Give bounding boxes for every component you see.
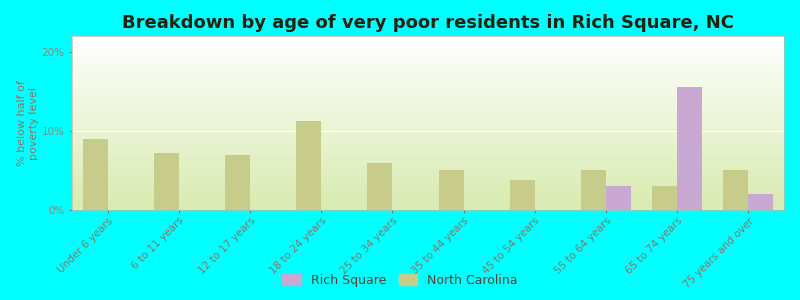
Bar bbox=[723, 170, 748, 210]
Bar bbox=[652, 186, 677, 210]
Bar bbox=[510, 180, 534, 210]
Legend: Rich Square, North Carolina: Rich Square, North Carolina bbox=[278, 270, 522, 291]
Bar bbox=[581, 170, 606, 210]
Bar bbox=[438, 170, 464, 210]
Bar bbox=[677, 87, 702, 210]
Title: Breakdown by age of very poor residents in Rich Square, NC: Breakdown by age of very poor residents … bbox=[122, 14, 734, 32]
Bar bbox=[154, 153, 178, 210]
Bar bbox=[82, 139, 107, 210]
Y-axis label: % below half of
poverty level: % below half of poverty level bbox=[17, 80, 38, 166]
Bar bbox=[296, 122, 322, 210]
Bar bbox=[749, 194, 774, 210]
Bar bbox=[225, 154, 250, 210]
Bar bbox=[367, 163, 392, 210]
Bar bbox=[606, 186, 631, 210]
